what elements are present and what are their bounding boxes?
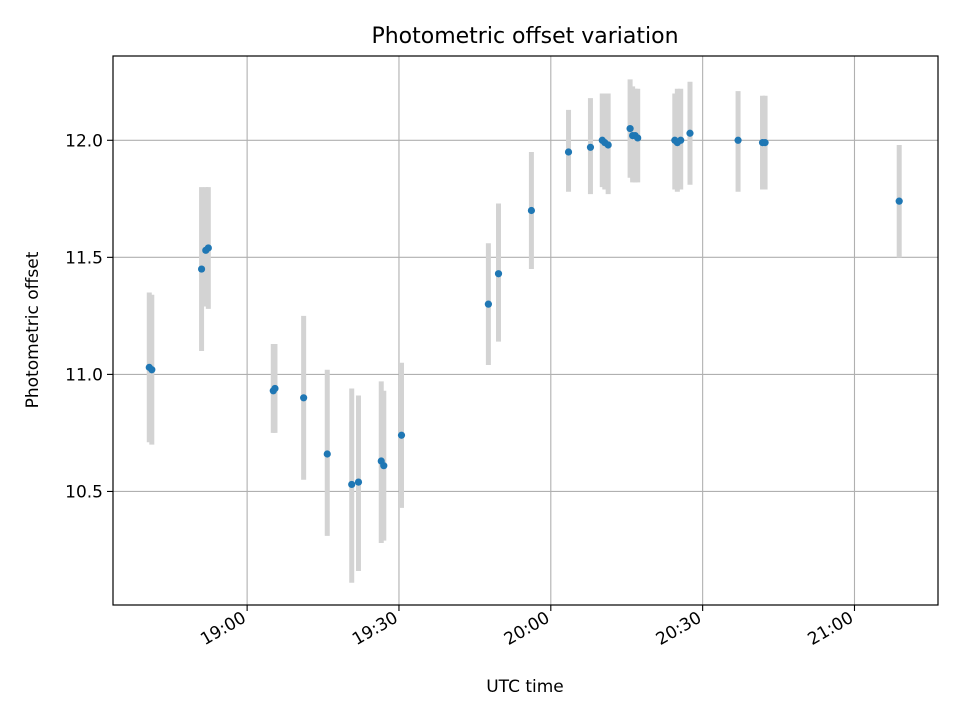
plot-frame	[112, 55, 939, 606]
data-point	[300, 394, 308, 402]
y-tick-label: 12.0	[65, 131, 103, 151]
data-point	[348, 480, 356, 489]
data-point	[323, 450, 331, 458]
data-point	[586, 143, 595, 151]
y-tick-label: 11.5	[65, 248, 103, 268]
data-point	[380, 462, 388, 470]
data-point	[484, 300, 492, 308]
y-tick-label: 10.5	[65, 482, 103, 502]
data-points	[145, 124, 903, 489]
y-tick-label: 11.0	[65, 365, 103, 385]
data-point	[761, 139, 769, 147]
data-point	[626, 124, 634, 133]
data-point	[686, 129, 694, 137]
data-point	[734, 136, 742, 144]
data-point	[494, 270, 503, 278]
data-point	[148, 366, 156, 374]
data-point	[197, 265, 206, 273]
data-point	[564, 148, 573, 156]
data-point	[271, 384, 279, 393]
data-point	[634, 134, 642, 142]
x-axis-label: UTC time	[486, 677, 564, 697]
data-point	[604, 141, 612, 149]
data-point	[677, 136, 685, 144]
data-point	[527, 206, 536, 215]
chart-title: Photometric offset variation	[371, 24, 678, 49]
y-axis-ticks: 10.5 11.0 11.5 12.0	[65, 131, 113, 502]
grid-lines	[113, 56, 938, 605]
data-point	[397, 431, 406, 439]
data-point	[895, 197, 903, 205]
data-point	[204, 244, 212, 252]
y-axis-label: Photometric offset	[23, 251, 43, 408]
data-point	[354, 478, 363, 486]
